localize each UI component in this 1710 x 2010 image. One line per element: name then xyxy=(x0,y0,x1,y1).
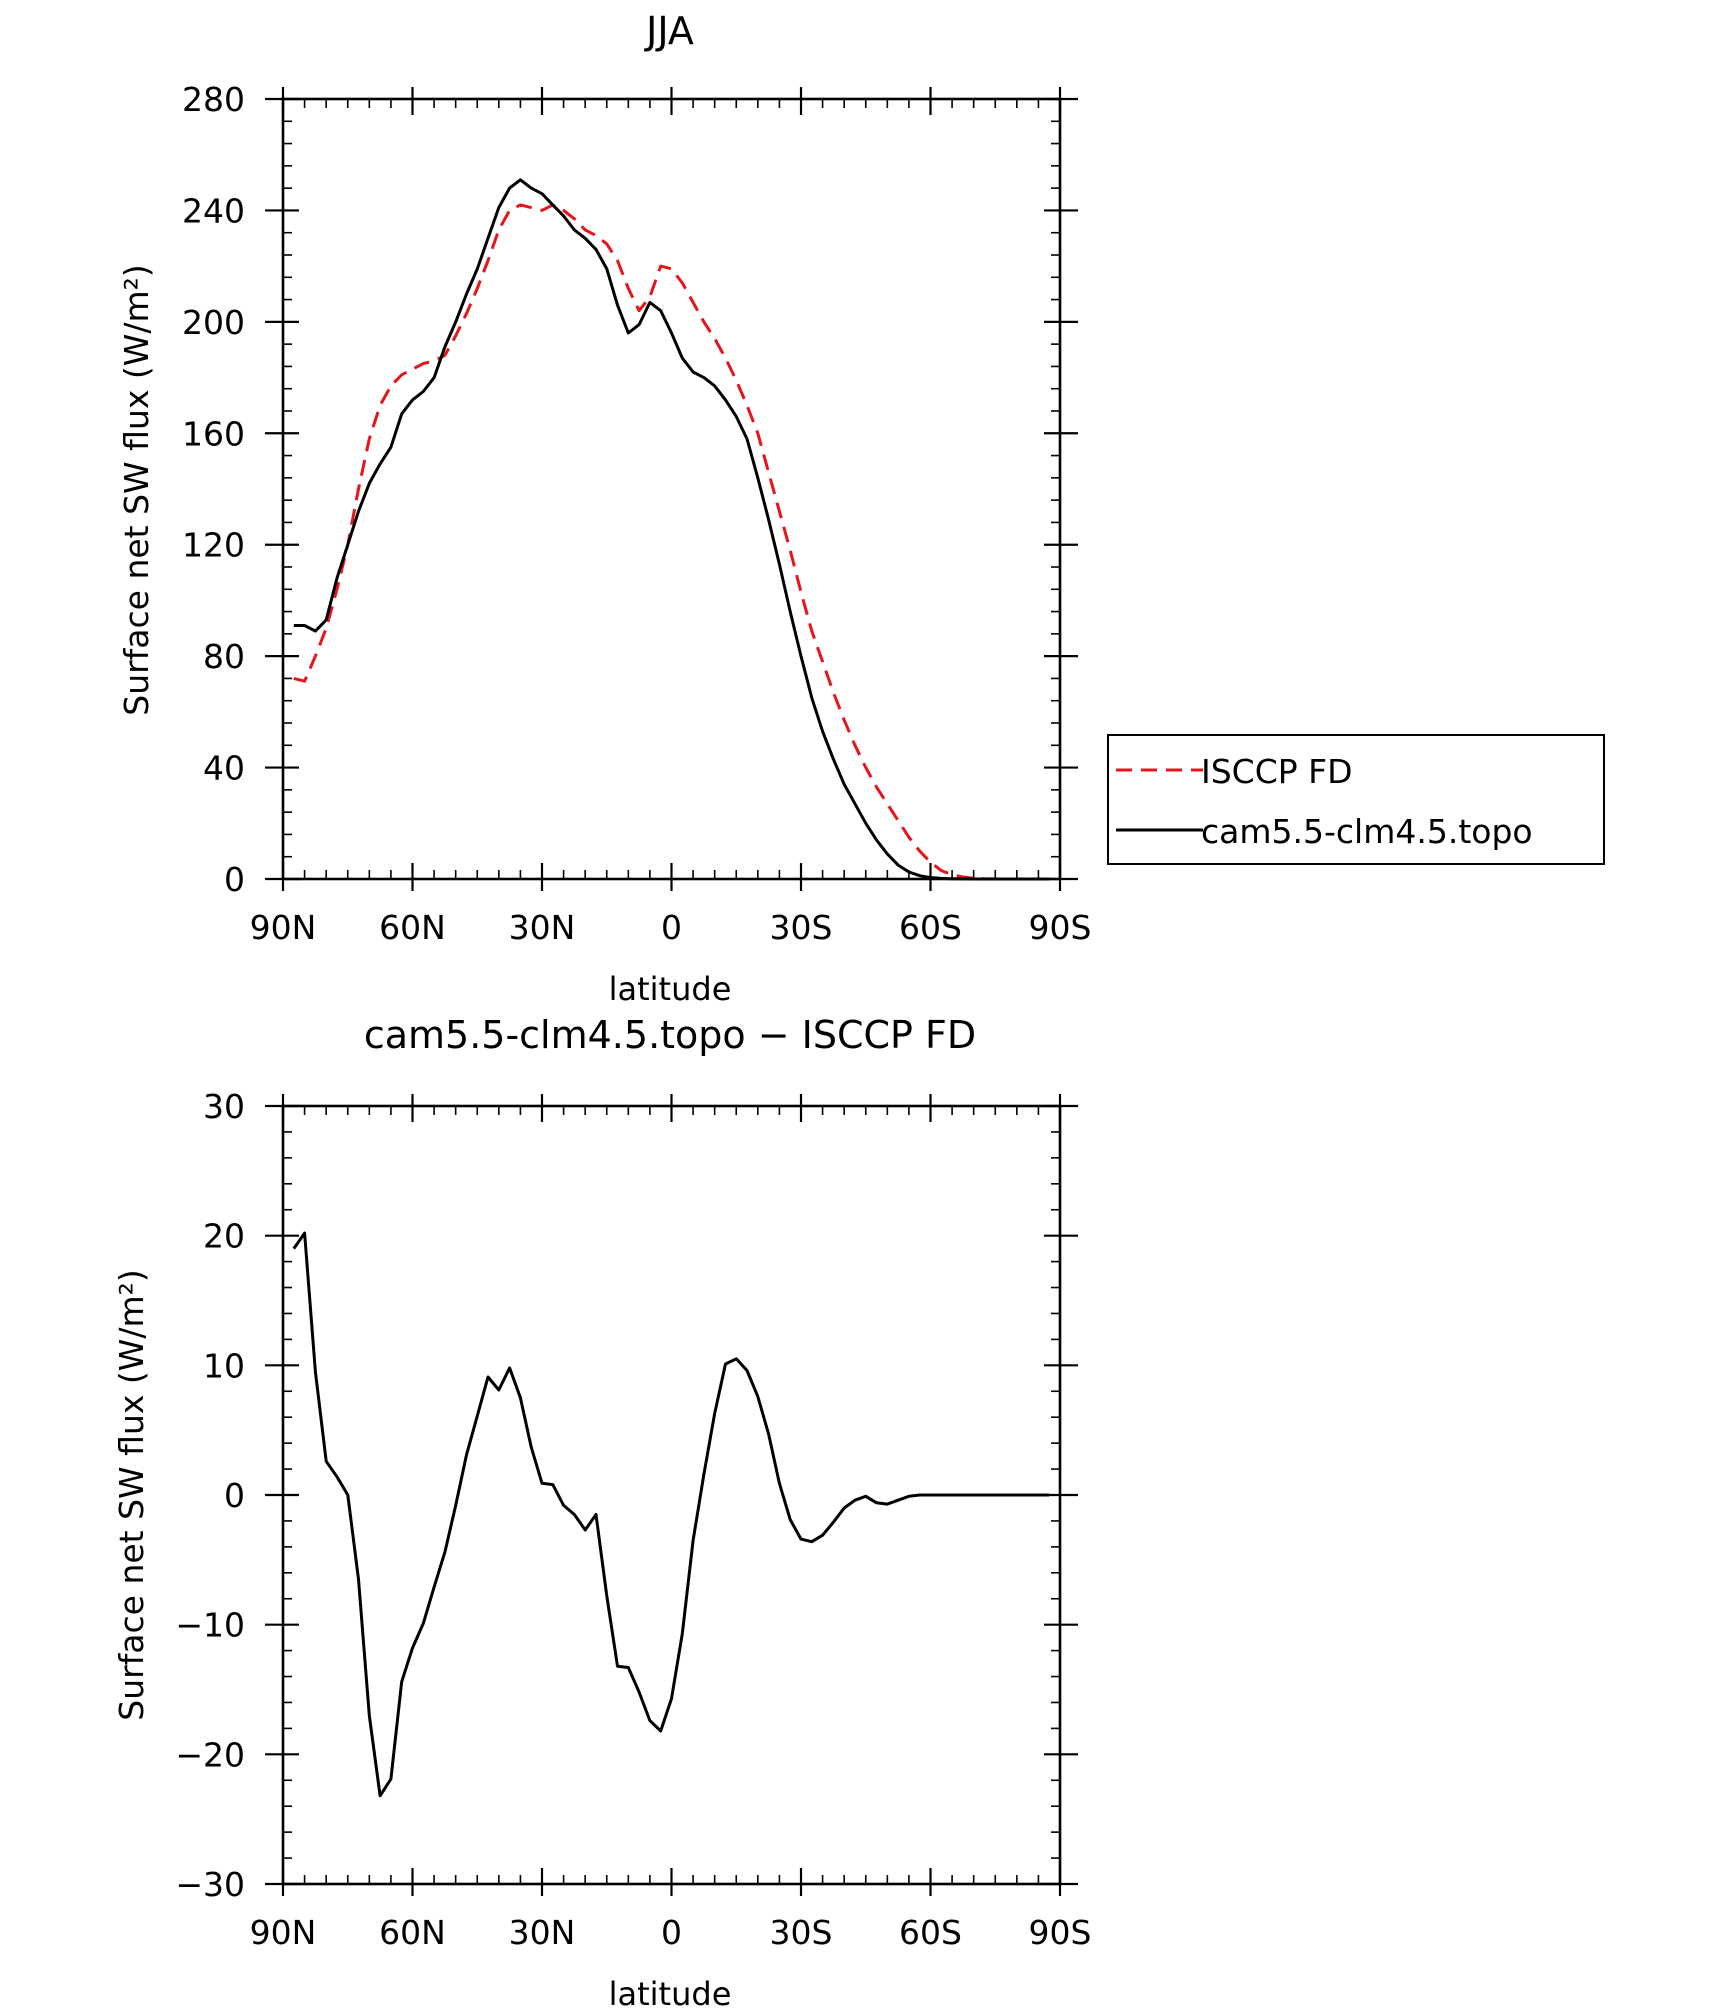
top-y-tick-label: 0 xyxy=(224,860,245,899)
bottom-plot-frame xyxy=(281,1104,1062,1886)
bottom-x-tick-label: 0 xyxy=(661,1913,682,1952)
bottom-y-tick-label: −20 xyxy=(175,1735,245,1774)
top-y-tick-label: 240 xyxy=(182,191,245,230)
bottom-tick-labels: 90N 60N 30N 0 30S 60S 90S −30 −20 −10 0 10 20 30 xyxy=(175,1087,1091,1952)
bottom-chart-title: cam5.5-clm4.5.topo − ISCCP FD xyxy=(364,1013,976,1057)
bottom-series xyxy=(292,1231,1050,1798)
bottom-y-tick-label: −30 xyxy=(175,1865,245,1904)
top-x-tick-label: 60S xyxy=(899,908,962,947)
top-axis-ticks xyxy=(265,87,1078,891)
top-x-tick-label: 60N xyxy=(379,908,446,947)
bottom-x-tick-label: 30S xyxy=(770,1913,833,1952)
legend-label-cam: cam5.5-clm4.5.topo xyxy=(1201,812,1533,851)
top-y-tick-label: 160 xyxy=(182,414,245,453)
top-plot-frame xyxy=(281,97,1062,881)
bottom-y-tick-label: 0 xyxy=(224,1476,245,1515)
top-y-axis-label: Surface net SW flux (W/m²) xyxy=(117,264,156,716)
bottom-x-tick-label: 30N xyxy=(509,1913,576,1952)
bottom-panel: cam5.5-clm4.5.topo − ISCCP FD Surface ne… xyxy=(112,1013,1091,2010)
top-y-tick-label: 280 xyxy=(182,80,245,119)
legend-label-isccp: ISCCP FD xyxy=(1201,752,1353,791)
top-panel: JJA Surface net SW flux (W/m²) latitude … xyxy=(117,9,1091,1008)
bottom-x-tick-label: 60N xyxy=(379,1913,446,1952)
top-y-tick-label: 80 xyxy=(203,637,245,676)
top-series xyxy=(293,178,1050,881)
bottom-series-line-0 xyxy=(292,1231,1050,1798)
bottom-x-tick-label: 60S xyxy=(899,1913,962,1952)
bottom-y-tick-label: −10 xyxy=(175,1606,245,1645)
top-y-tick-label: 120 xyxy=(182,526,245,565)
bottom-y-tick-label: 30 xyxy=(203,1087,245,1126)
top-x-tick-label: 90S xyxy=(1029,908,1092,947)
top-x-tick-label: 90N xyxy=(250,908,317,947)
bottom-y-tick-label: 10 xyxy=(203,1346,245,1385)
legend-box xyxy=(1107,734,1605,865)
top-chart-title: JJA xyxy=(644,9,694,53)
top-tick-labels: 90N 60N 30N 0 30S 60S 90S 0 40 80 120 160 200 240 280 xyxy=(182,80,1091,947)
top-series-line-0 xyxy=(293,203,1050,881)
top-x-tick-label: 0 xyxy=(661,908,682,947)
top-x-tick-label: 30N xyxy=(509,908,576,947)
legend: ISCCP FD cam5.5-clm4.5.topo xyxy=(1107,734,1605,865)
bottom-y-tick-label: 20 xyxy=(203,1217,245,1256)
top-x-tick-label: 30S xyxy=(770,908,833,947)
bottom-x-tick-label: 90N xyxy=(250,1913,317,1952)
top-y-tick-label: 200 xyxy=(182,303,245,342)
top-x-axis-label: latitude xyxy=(609,970,732,1008)
bottom-x-axis-label: latitude xyxy=(609,1975,732,2010)
bottom-x-tick-label: 90S xyxy=(1029,1913,1092,1952)
top-y-tick-label: 40 xyxy=(203,749,245,788)
bottom-y-axis-label: Surface net SW flux (W/m²) xyxy=(112,1269,151,1721)
top-series-line-1 xyxy=(293,178,1050,881)
